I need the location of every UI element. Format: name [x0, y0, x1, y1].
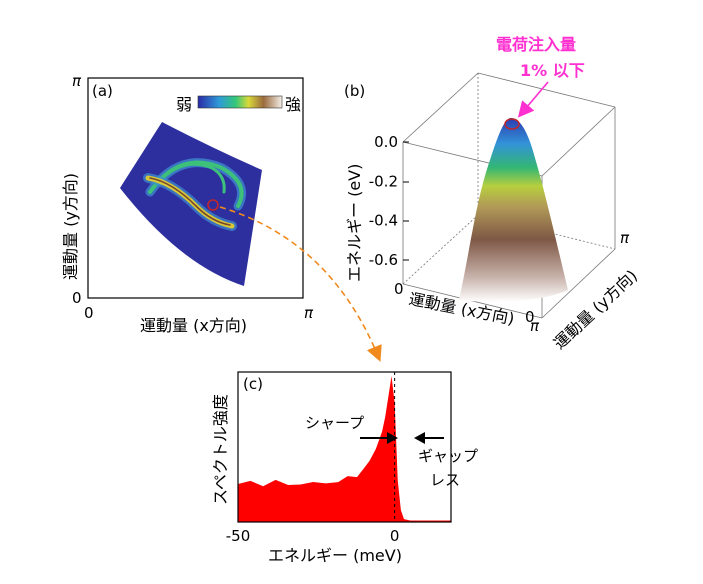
- dispersion-surface: [459, 117, 568, 302]
- panel-c-label: (c): [243, 375, 263, 393]
- colorbar-high-label: 強: [285, 95, 301, 114]
- z-tick-label: -0.2: [369, 172, 398, 190]
- z-axis-ticks: [403, 141, 409, 261]
- peak-marker: [504, 118, 520, 130]
- z-tick-label: -0.4: [369, 212, 398, 230]
- gapless-label-line1: ギャップ: [418, 447, 478, 465]
- colorbar: [197, 95, 283, 109]
- sharp-label: シャープ: [305, 414, 364, 432]
- gapless-arrow-head: [414, 432, 425, 444]
- x-tick-label: -50: [226, 527, 251, 545]
- annotation-arrow: [517, 81, 549, 118]
- panel-a: (a) π 0 0 π 運動量 (x方向) 運動量 (y方向) 弱 強: [61, 72, 314, 335]
- panel-a-pi-right: π: [304, 304, 314, 322]
- panel-b-zero-y: 0: [525, 308, 535, 326]
- selected-point-marker: [207, 199, 219, 211]
- colorbar-low-label: 弱: [176, 95, 192, 114]
- panel-b-zlabel: エネルギー (eV): [345, 164, 364, 282]
- fermi-arcs: [143, 158, 246, 231]
- x-tick-label: 0: [390, 527, 400, 545]
- panel-b-label: (b): [344, 82, 365, 100]
- panel-b-zero-x: 0: [394, 280, 404, 298]
- z-tick-label: 0.0: [374, 133, 398, 151]
- panel-a-frame: [87, 77, 304, 299]
- annotation-charge-injection: 電荷注入量: [496, 35, 576, 54]
- panel-a-zero-x: 0: [84, 304, 94, 322]
- panel-b-pi-x: π: [530, 317, 540, 335]
- sharp-arrow-head: [387, 432, 398, 444]
- panel-a-pi-top: π: [72, 72, 82, 90]
- panel-a-zero-y: 0: [72, 289, 82, 307]
- gapless-label-line2: レス: [430, 471, 460, 489]
- panel-a-label: (a): [92, 82, 113, 100]
- panel-a-ylabel: 運動量 (y方向): [61, 173, 80, 280]
- connector-arrow: [219, 206, 382, 362]
- panel-c-xlabel: エネルギー (meV): [268, 546, 402, 565]
- panel-b: (b) 0.0-0.2-0.4-0.6 エネルギー (eV) 0 π 0 π 運…: [344, 35, 641, 353]
- spectrum-area: [238, 376, 451, 522]
- panel-c-ylabel: スペクトル強度: [211, 394, 230, 505]
- panel-c: (c) -50 0 エネルギー (meV) スペクトル強度 シャープ ギャップ レ…: [211, 371, 478, 565]
- panel-a-xlabel: 運動量 (x方向): [140, 316, 247, 335]
- x-axis-tick-labels: -50 0: [226, 527, 400, 545]
- annotation-below-1-percent: 1% 以下: [520, 61, 585, 80]
- panel-c-frame: [237, 371, 452, 523]
- z-tick-label: -0.6: [369, 251, 398, 269]
- z-axis-tick-labels: 0.0 -0.2 -0.4 -0.6: [369, 133, 398, 269]
- panel-b-pi-y: π: [620, 229, 630, 247]
